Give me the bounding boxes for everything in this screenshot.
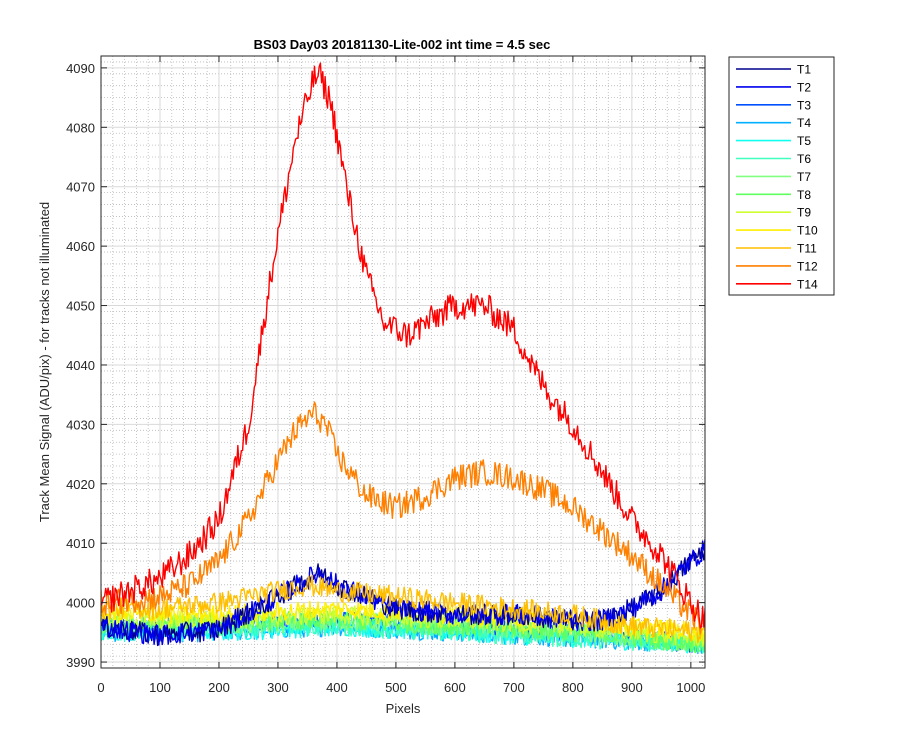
legend-label-t12: T12 bbox=[797, 259, 818, 273]
legend-label-t11: T11 bbox=[797, 242, 817, 256]
y-axis-label: Track Mean Signal (ADU/pix) - for tracks… bbox=[37, 202, 52, 522]
y-tick-label: 4020 bbox=[66, 477, 95, 492]
y-tick-label: 4050 bbox=[66, 299, 95, 314]
x-tick-label: 500 bbox=[385, 680, 407, 695]
y-tick-label: 3990 bbox=[66, 655, 95, 670]
x-tick-label: 1000 bbox=[676, 680, 705, 695]
legend-label-t7: T7 bbox=[797, 170, 811, 184]
y-tick-label: 4040 bbox=[66, 358, 95, 373]
series-line-t11 bbox=[101, 574, 705, 644]
x-tick-label: 0 bbox=[97, 680, 104, 695]
x-tick-label: 600 bbox=[444, 680, 466, 695]
x-tick-label: 300 bbox=[267, 680, 289, 695]
x-tick-label: 100 bbox=[149, 680, 171, 695]
legend-label-t14: T14 bbox=[797, 277, 818, 291]
x-tick-label: 200 bbox=[208, 680, 230, 695]
minor-grid bbox=[101, 56, 705, 669]
y-tick-label: 4070 bbox=[66, 180, 95, 195]
legend-label-t6: T6 bbox=[797, 152, 811, 166]
legend-label-t8: T8 bbox=[797, 188, 811, 202]
x-tick-label: 900 bbox=[621, 680, 643, 695]
series-line-t14 bbox=[101, 62, 705, 629]
x-tick-label: 700 bbox=[503, 680, 525, 695]
legend: T1 T2 T3 T4 T5 T6 T7 T8 T9 T10 T11 T12 T14 bbox=[728, 56, 835, 296]
legend-label-t9: T9 bbox=[797, 206, 811, 220]
series-layer bbox=[101, 62, 705, 655]
plot-area: 0 100 200 300 400 500 600 700 800 900 1000 3990 400… bbox=[66, 55, 706, 695]
legend-label-t3: T3 bbox=[797, 98, 811, 112]
x-tick-label: 400 bbox=[326, 680, 348, 695]
y-tick-label: 4090 bbox=[66, 61, 95, 76]
y-tick-label: 4060 bbox=[66, 239, 95, 254]
y-tick-label: 4080 bbox=[66, 120, 95, 135]
y-tick-label: 4000 bbox=[66, 596, 95, 611]
legend-label-t4: T4 bbox=[797, 116, 811, 130]
legend-label-t5: T5 bbox=[797, 134, 811, 148]
x-axis-label: Pixels bbox=[386, 701, 421, 716]
chart-title: BS03 Day03 20181130-Lite-002 int time = … bbox=[254, 37, 551, 52]
y-tick-label: 4030 bbox=[66, 417, 95, 432]
legend-label-t2: T2 bbox=[797, 80, 811, 94]
y-axis: 3990 4000 4010 4020 4030 4040 4050 4060 4070 4080… bbox=[66, 61, 705, 670]
axes-background bbox=[101, 56, 705, 668]
x-axis: 0 100 200 300 400 500 600 700 800 900 1000 bbox=[97, 56, 705, 695]
y-tick-label: 4010 bbox=[66, 536, 95, 551]
legend-label-t1: T1 bbox=[797, 63, 811, 77]
series-line-t12 bbox=[101, 401, 705, 635]
series-line-t2 bbox=[101, 539, 705, 646]
legend-label-t10: T10 bbox=[797, 224, 818, 238]
x-tick-label: 800 bbox=[562, 680, 584, 695]
axes-box bbox=[100, 55, 706, 669]
